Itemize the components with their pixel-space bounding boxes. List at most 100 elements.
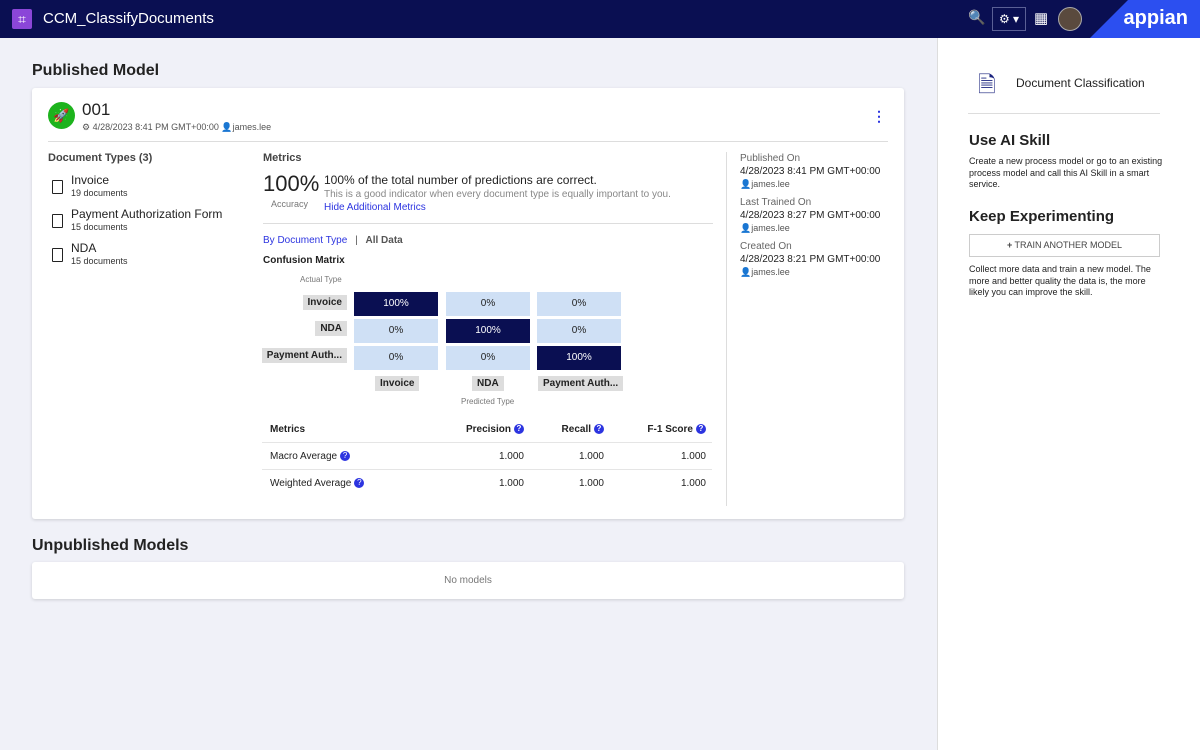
- table-row: Macro Average? 1.000 1.000 1.000: [262, 443, 712, 470]
- row-name: Macro Average: [270, 451, 338, 462]
- doc-type-name: NDA: [71, 241, 97, 255]
- keep-experimenting-text: Collect more data and train a new model.…: [969, 264, 1151, 297]
- unpublished-models-title: Unpublished Models: [32, 537, 189, 554]
- use-ai-skill-title: Use AI Skill: [969, 132, 1051, 149]
- tab-by-document-type[interactable]: By Document Type: [263, 235, 348, 246]
- column-header: Metrics: [270, 424, 306, 435]
- f1-value: 1.000: [680, 478, 706, 489]
- created-by: james.lee: [751, 267, 790, 277]
- accuracy-headline: 100% of the total number of predictions …: [324, 173, 597, 187]
- empty-message: No models: [444, 575, 492, 586]
- table-row: Weighted Average? 1.000 1.000 1.000: [262, 470, 712, 497]
- matrix-cell: 100%: [354, 292, 438, 316]
- metrics-table-header: Metrics Precision? Recall? F-1 Score?: [262, 416, 712, 443]
- column-label: Payment Auth...: [538, 376, 624, 391]
- unpublished-models-card: No models: [32, 562, 904, 599]
- document-classification-icon: 🗎: [978, 72, 996, 97]
- matrix-cell: 0%: [446, 292, 530, 316]
- brand-logo: appian: [1090, 0, 1200, 38]
- divider: [48, 141, 888, 142]
- help-icon[interactable]: ?: [696, 424, 706, 435]
- published-on-value: 4/28/2023 8:41 PM GMT+00:00: [740, 166, 881, 177]
- app-icon: ⌗: [12, 9, 32, 29]
- f1-value: 1.000: [680, 451, 706, 462]
- train-button-label: TRAIN ANOTHER MODEL: [1014, 240, 1123, 250]
- accuracy-description: This is a good indicator when every docu…: [324, 189, 671, 200]
- column-header: F-1 Score: [647, 424, 693, 435]
- model-date: 4/28/2023 8:41 PM GMT+00:00: [92, 122, 219, 132]
- matrix-cell: 100%: [446, 319, 530, 343]
- matrix-cell: 0%: [537, 319, 621, 343]
- column-label: NDA: [472, 376, 504, 391]
- divider: [263, 223, 713, 224]
- doc-type-count: 19 documents: [71, 188, 128, 198]
- row-label: Invoice: [302, 295, 347, 310]
- more-options-icon[interactable]: ⋮: [872, 108, 886, 124]
- predicted-type-label: Predicted Type: [461, 397, 515, 406]
- precision-value: 1.000: [498, 451, 524, 462]
- precision-value: 1.000: [498, 478, 524, 489]
- side-panel: 🗎 Document Classification Use AI Skill C…: [937, 38, 1200, 750]
- tab-all-data[interactable]: All Data: [365, 235, 403, 246]
- avatar[interactable]: [1058, 7, 1082, 31]
- help-icon[interactable]: ?: [514, 424, 524, 435]
- list-item: Payment Authorization Form 15 documents: [52, 207, 252, 246]
- document-icon: [52, 180, 63, 194]
- actual-type-label: Actual Type: [300, 275, 342, 284]
- accuracy-label: Accuracy: [271, 199, 309, 209]
- row-name: Weighted Average: [270, 478, 352, 489]
- list-item: Invoice 19 documents: [52, 173, 252, 212]
- doc-type-name: Invoice: [71, 173, 110, 187]
- document-icon: [52, 248, 63, 262]
- recall-value: 1.000: [578, 478, 604, 489]
- column-label: Invoice: [375, 376, 420, 391]
- model-user: james.lee: [232, 122, 272, 132]
- help-icon[interactable]: ?: [354, 478, 365, 489]
- apps-grid-icon[interactable]: ▦: [1034, 10, 1049, 27]
- doc-types-title: Document Types (3): [48, 152, 153, 164]
- settings-menu-button[interactable]: ⚙ ▾: [992, 7, 1026, 31]
- top-bar: ⌗ CCM_ClassifyDocuments 🔍 ⚙ ▾ ▦ appian: [0, 0, 1200, 38]
- help-icon[interactable]: ?: [340, 451, 351, 462]
- matrix-cell: 0%: [446, 346, 530, 370]
- trained-on-value: 4/28/2023 8:27 PM GMT+00:00: [740, 210, 881, 221]
- model-history: Published On 4/28/2023 8:41 PM GMT+00:00…: [740, 153, 881, 277]
- skill-title: Document Classification: [1016, 76, 1145, 90]
- published-on-label: Published On: [740, 153, 801, 164]
- column-header: Precision: [465, 424, 511, 435]
- keep-experimenting-title: Keep Experimenting: [969, 208, 1115, 225]
- matrix-cell: 0%: [354, 319, 438, 343]
- trained-on-label: Last Trained On: [740, 197, 812, 208]
- doc-type-list: Invoice 19 documents Payment Authorizatio…: [52, 173, 252, 280]
- column-header: Recall: [561, 424, 591, 435]
- published-by: james.lee: [751, 179, 790, 189]
- row-label: Payment Auth...: [261, 348, 347, 363]
- row-label: NDA: [315, 321, 347, 336]
- list-item: NDA 15 documents: [52, 241, 252, 280]
- app-title: CCM_ClassifyDocuments: [43, 10, 214, 27]
- doc-type-count: 15 documents: [71, 222, 128, 232]
- trained-by: james.lee: [751, 223, 790, 233]
- global-search-icon[interactable]: 🔍: [968, 9, 986, 25]
- metrics-title: Metrics: [263, 152, 302, 164]
- doc-type-name: Payment Authorization Form: [71, 207, 223, 221]
- created-on-label: Created On: [740, 241, 792, 252]
- matrix-cell: 0%: [354, 346, 438, 370]
- created-on-value: 4/28/2023 8:21 PM GMT+00:00: [740, 254, 881, 265]
- document-icon: [52, 214, 63, 228]
- published-model-card: 🚀 001 ⚙ 4/28/2023 8:41 PM GMT+00:00 👤jam…: [32, 88, 904, 519]
- matrix-cell: 100%: [537, 346, 621, 370]
- recall-value: 1.000: [578, 451, 604, 462]
- hide-metrics-link[interactable]: Hide Additional Metrics: [324, 202, 426, 213]
- train-another-model-button[interactable]: + TRAIN ANOTHER MODEL: [969, 234, 1160, 257]
- confusion-matrix-title: Confusion Matrix: [263, 255, 345, 266]
- divider: [726, 152, 727, 506]
- use-ai-skill-text: Create a new process model or go to an e…: [969, 156, 1163, 189]
- divider: [968, 113, 1160, 114]
- model-id: 001: [82, 100, 111, 119]
- model-meta: ⚙ 4/28/2023 8:41 PM GMT+00:00 👤james.lee: [82, 122, 272, 132]
- doc-type-count: 15 documents: [71, 256, 128, 266]
- help-icon[interactable]: ?: [594, 424, 604, 435]
- rocket-icon: 🚀: [48, 102, 75, 129]
- tab-separator: |: [355, 235, 358, 246]
